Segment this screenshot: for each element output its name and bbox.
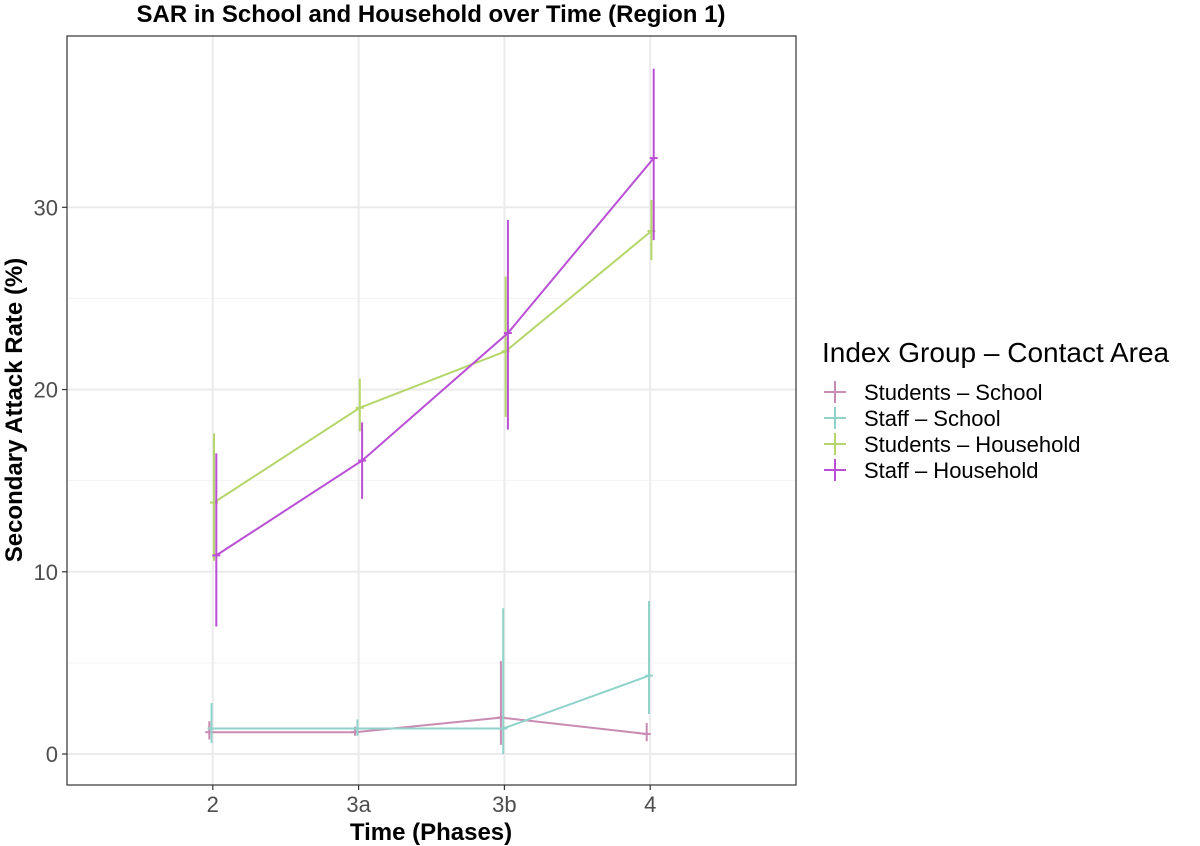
x-axis-title: Time (Phases) [350, 819, 512, 846]
series-line [209, 716, 647, 735]
y-tick-label: 20 [34, 378, 58, 403]
legend-label: Students – School [864, 380, 1043, 405]
series-line [211, 674, 650, 730]
chart-title: SAR in School and Household over Time (R… [137, 1, 726, 28]
y-tick-label: 30 [34, 195, 58, 220]
legend-title: Index Group – Contact Area [822, 337, 1170, 368]
series-line [215, 157, 655, 557]
plot-border [66, 35, 797, 786]
y-axis: 0 10 20 30 [34, 195, 67, 767]
y-axis-title: Secondary Attack Rate (%) [1, 258, 28, 563]
legend-label: Students – Household [864, 432, 1081, 457]
plot-panel [66, 35, 797, 786]
legend-label: Staff – Household [864, 458, 1039, 483]
x-axis: 2 3a 3b 4 [207, 785, 656, 817]
y-tick-label: 0 [46, 742, 58, 767]
plot-background [67, 36, 796, 785]
x-tick-label: 3b [492, 792, 516, 817]
series-3 [212, 68, 658, 627]
x-tick-label: 3a [346, 792, 371, 817]
x-tick-label: 2 [207, 792, 219, 817]
series-1 [207, 600, 653, 755]
series-line [213, 230, 653, 504]
x-tick-label: 4 [644, 792, 656, 817]
y-tick-label: 10 [34, 560, 58, 585]
series-layer [205, 68, 658, 755]
legend-label: Staff – School [864, 406, 1001, 431]
legend: Index Group – Contact Area Students – Sc… [822, 337, 1170, 483]
